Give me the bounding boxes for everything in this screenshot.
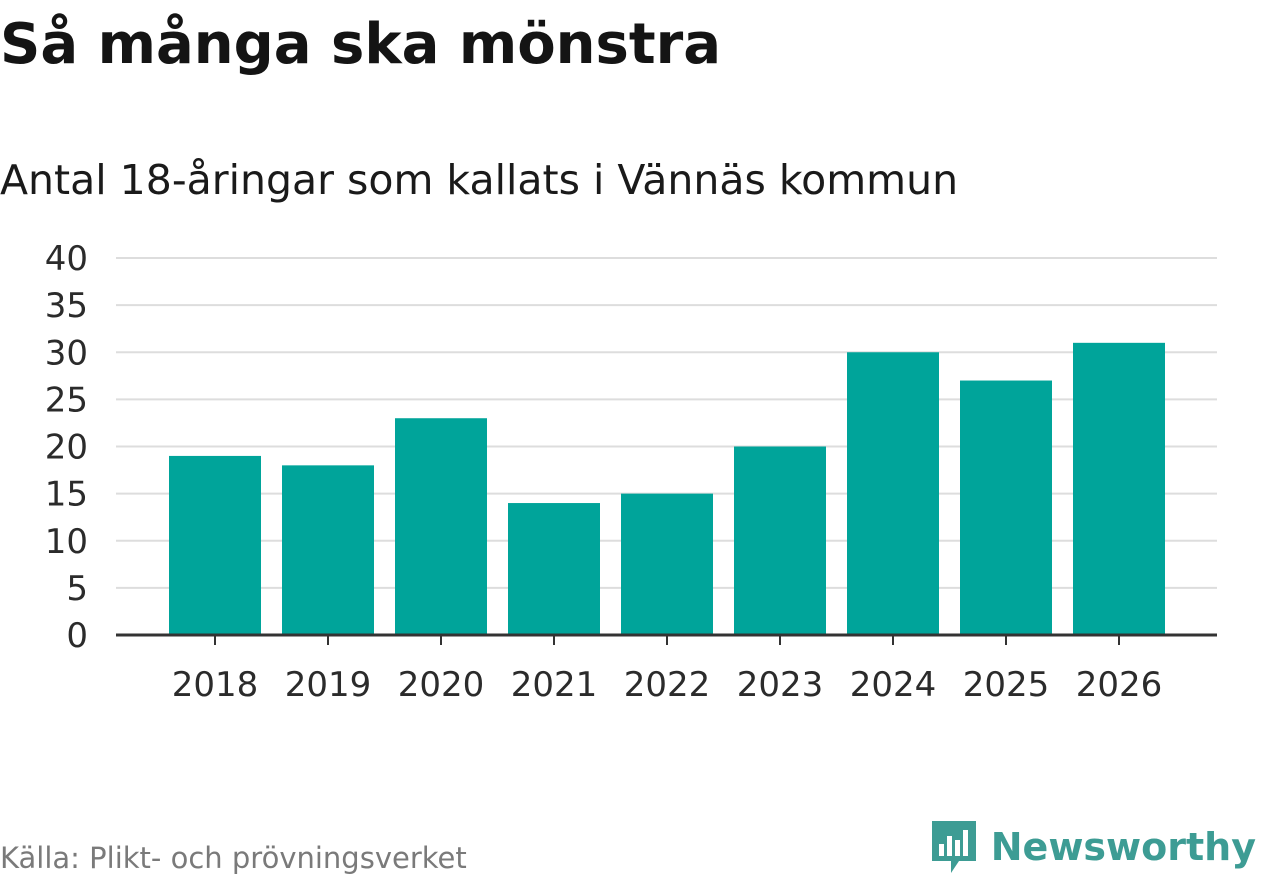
bars (169, 342, 1165, 635)
chart-subtitle: Antal 18-åringar som kallats i Vännäs ko… (0, 156, 959, 204)
x-tick-label: 2025 (963, 665, 1050, 705)
x-tick-label: 2023 (737, 665, 824, 705)
y-tick-label: 25 (45, 380, 88, 420)
x-tick-label: 2024 (850, 665, 937, 705)
bar (508, 503, 600, 635)
bar (169, 455, 261, 635)
chart-title: Så många ska mönstra (0, 12, 722, 77)
bar (282, 465, 374, 635)
x-tick-label: 2018 (172, 665, 259, 705)
y-tick-label: 30 (45, 333, 88, 373)
y-tick-label: 10 (45, 522, 88, 562)
y-tick-label: 5 (66, 569, 88, 609)
brand: Newsworthy (929, 818, 1256, 876)
bar (734, 446, 826, 635)
y-tick-label: 20 (45, 428, 88, 468)
x-tick-label: 2020 (398, 665, 485, 705)
x-tick-label: 2022 (624, 665, 711, 705)
y-tick-label: 0 (66, 616, 88, 656)
bar (395, 418, 487, 635)
newsworthy-logo-icon (931, 821, 976, 873)
x-tick-label: 2021 (511, 665, 598, 705)
bar (847, 352, 939, 635)
y-tick-label: 35 (45, 286, 88, 326)
bar (1073, 342, 1165, 635)
bar (960, 380, 1052, 635)
bar (621, 493, 713, 635)
y-tick-label: 15 (45, 475, 88, 515)
source-note: Källa: Plikt- och prövningsverket (0, 841, 467, 875)
brand-name: Newsworthy (990, 825, 1256, 869)
x-tick-label: 2019 (285, 665, 372, 705)
y-tick-label: 40 (45, 239, 88, 279)
x-tick-label: 2026 (1076, 665, 1163, 705)
